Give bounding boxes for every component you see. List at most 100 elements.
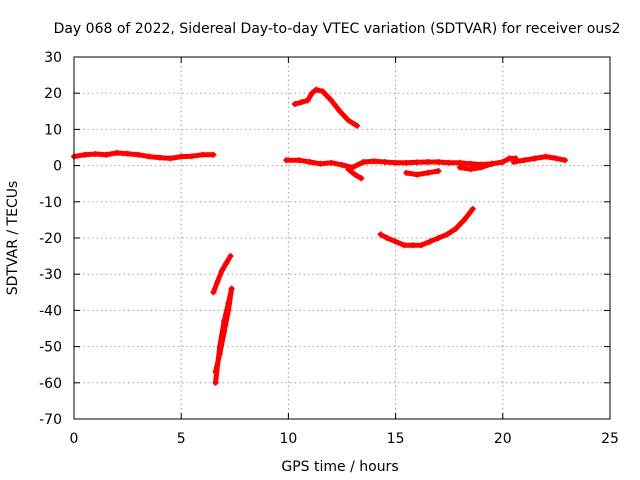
y-tick-label: 0 (53, 159, 62, 175)
data-point (424, 169, 431, 176)
data-point (227, 253, 234, 260)
data-point (225, 300, 232, 307)
data-point (345, 166, 352, 173)
data-point (510, 158, 517, 165)
data-point (328, 159, 335, 166)
data-point (81, 151, 88, 158)
y-tick-label: -20 (39, 231, 62, 247)
data-point (561, 157, 568, 164)
data-point (210, 151, 217, 158)
data-point (328, 97, 335, 104)
x-tick-label: 25 (601, 431, 619, 447)
data-point (489, 160, 496, 167)
data-point (221, 329, 228, 336)
data-point (426, 238, 433, 245)
x-axis-label: GPS time / hours (281, 459, 398, 475)
data-point (92, 151, 99, 158)
data-point (461, 216, 468, 223)
data-point (414, 171, 421, 178)
data-point (506, 155, 513, 162)
data-point (188, 153, 195, 160)
y-tick-label: 10 (44, 122, 62, 138)
series-arc-9 (511, 154, 568, 165)
data-point (306, 158, 313, 165)
data-point (212, 368, 219, 375)
data-point (392, 238, 399, 245)
y-tick-label: -10 (39, 195, 62, 211)
series-arc-4 (292, 87, 360, 129)
data-point (216, 343, 223, 350)
data-point (418, 242, 425, 249)
data-point (218, 267, 225, 274)
data-point (124, 150, 131, 157)
data-point (478, 164, 485, 171)
data-point (521, 157, 528, 164)
data-point (452, 225, 459, 232)
data-point (225, 307, 232, 314)
x-tick-label: 0 (70, 431, 79, 447)
y-tick-label: -50 (39, 340, 62, 356)
data-point (336, 108, 343, 115)
data-point (456, 164, 463, 171)
series-arc-10 (378, 206, 476, 248)
data-point (291, 101, 298, 108)
data-series (71, 86, 568, 386)
data-point (467, 166, 474, 173)
axes: 0 5 10 15 20 25 30 20 10 0 -10 -20 -30 -40 -50 -60 -70 (39, 50, 619, 447)
data-point (435, 168, 442, 175)
y-tick-label: -60 (39, 376, 62, 392)
data-point (381, 158, 388, 165)
data-point (401, 242, 408, 249)
y-tick-label: -30 (39, 267, 62, 283)
data-point (469, 206, 476, 213)
data-point (296, 157, 303, 164)
y-tick-label: -70 (39, 412, 62, 428)
grid (74, 57, 610, 419)
data-point (424, 158, 431, 165)
data-point (283, 157, 290, 164)
data-point (553, 155, 560, 162)
data-point (216, 350, 223, 357)
data-point (178, 153, 185, 160)
data-point (167, 155, 174, 162)
data-point (304, 97, 311, 104)
data-point (531, 155, 538, 162)
data-point (199, 151, 206, 158)
data-point (214, 278, 221, 285)
data-point (103, 151, 110, 158)
data-point (113, 149, 120, 156)
y-tick-label: 20 (44, 86, 62, 102)
data-point (384, 235, 391, 241)
data-point (308, 90, 315, 97)
y-tick-label: 30 (44, 50, 62, 66)
x-tick-label: 10 (279, 431, 297, 447)
data-point (435, 158, 442, 165)
data-point (360, 158, 367, 165)
data-point (377, 231, 384, 238)
series-arc-7 (403, 168, 441, 178)
data-point (221, 318, 228, 325)
data-point (414, 159, 421, 166)
data-point (135, 151, 142, 158)
data-point (358, 175, 365, 182)
data-point (467, 160, 474, 167)
data-point (223, 260, 230, 267)
x-tick-label: 20 (494, 431, 512, 447)
data-point (371, 158, 378, 165)
data-point (313, 86, 320, 93)
data-point (351, 171, 358, 178)
data-point (156, 154, 163, 161)
y-tick-label: -40 (39, 303, 62, 319)
data-point (392, 159, 399, 166)
data-point (499, 158, 506, 165)
data-point (446, 159, 453, 166)
x-tick-label: 15 (387, 431, 405, 447)
data-point (212, 379, 219, 386)
data-point (444, 231, 451, 238)
chart-title: Day 068 of 2022, Sidereal Day-to-day VTE… (54, 21, 621, 37)
data-point (228, 285, 235, 292)
data-point (339, 161, 345, 168)
data-point (146, 153, 153, 160)
data-point (345, 117, 352, 124)
